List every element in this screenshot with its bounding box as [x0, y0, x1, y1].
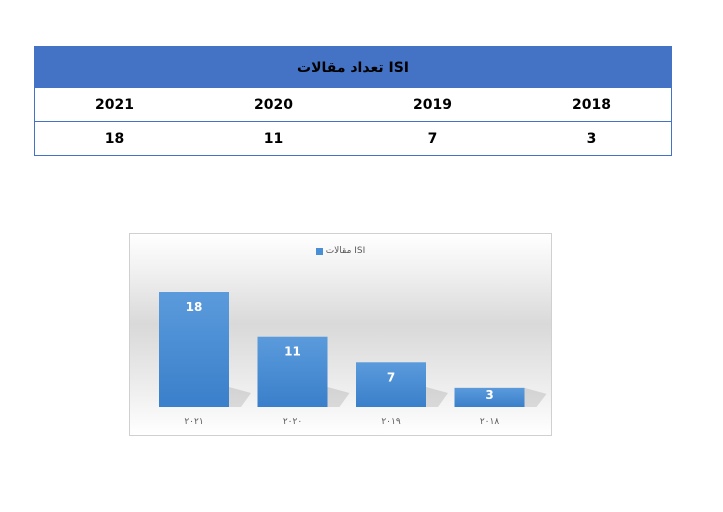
data-label: 18 — [186, 300, 203, 314]
chart-legend: مقالات ISI — [130, 246, 551, 256]
data-label: 7 — [387, 370, 395, 384]
x-tick-label: ۲۰۱۸ — [480, 417, 500, 427]
bar-۲۰۱۸ — [454, 387, 525, 407]
bar-shadow — [524, 387, 547, 407]
bar-۲۰۲۰ — [257, 336, 328, 407]
count-cell-2019: 7 — [427, 130, 438, 147]
year-cell-2021: 2021 — [95, 96, 134, 113]
count-cell-2018: 3 — [586, 130, 597, 147]
bar-۲۰۱۹ — [356, 362, 426, 407]
x-tick-label: ۲۰۱۹ — [381, 417, 401, 427]
legend-label: مقالات ISI — [325, 246, 366, 256]
bar-shadow — [229, 387, 251, 407]
count-cell-2020: 11 — [263, 130, 284, 147]
x-tick-label: ۲۰۲۱ — [184, 417, 203, 427]
year-cell-2020: 2020 — [254, 96, 293, 113]
data-label: 3 — [485, 388, 493, 402]
isi-articles-chart: مقالات ISI 18 ۲۰۲۱ 11 ۲۰۲۰ 7 ۲۰۱۹ 3 ۲۰۱۸ — [129, 233, 552, 436]
bar-chart-svg: 18 ۲۰۲۱ 11 ۲۰۲۰ 7 ۲۰۱۹ 3 ۲۰۱۸ — [159, 292, 547, 427]
isi-articles-table: تعداد مقالات ISI 2021 2020 2019 2018 18 … — [34, 46, 672, 156]
table-values-row: 18 11 7 3 — [35, 122, 671, 155]
year-cell-2018: 2018 — [572, 96, 611, 113]
table-header-row: 2021 2020 2019 2018 — [35, 88, 671, 122]
table-title: تعداد مقالات ISI — [35, 47, 671, 88]
year-cell-2019: 2019 — [413, 96, 452, 113]
bar-۲۰۲۱ — [159, 292, 229, 407]
data-label: 11 — [284, 345, 301, 359]
x-tick-label: ۲۰۲۰ — [283, 417, 302, 427]
count-cell-2021: 18 — [104, 130, 125, 147]
bar-shadow — [426, 387, 448, 407]
legend-swatch — [315, 247, 323, 255]
bar-shadow — [327, 387, 350, 407]
